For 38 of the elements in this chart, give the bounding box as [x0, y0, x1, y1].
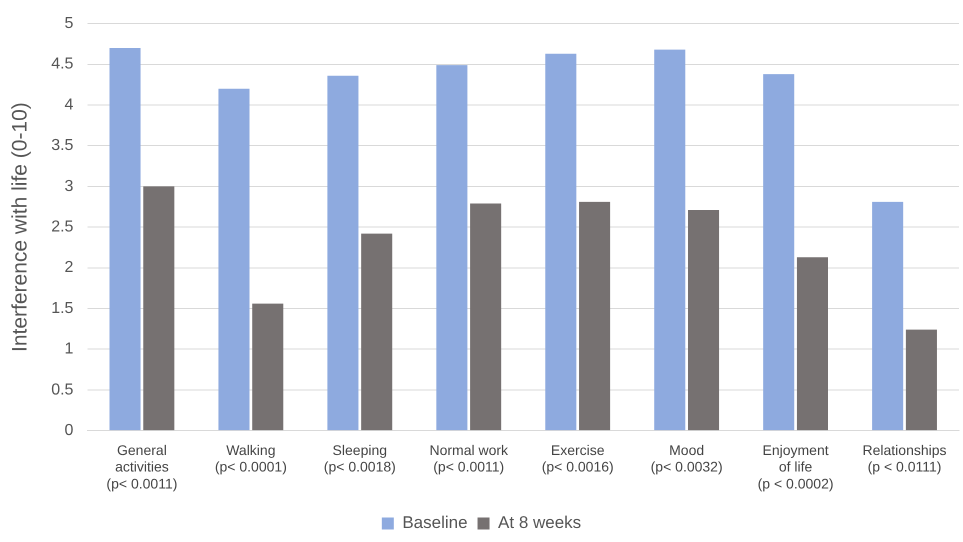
bar	[545, 54, 576, 430]
bar	[763, 74, 794, 430]
y-tick-label: 0	[64, 422, 74, 440]
x-tick-label: Walking (p< 0.0001)	[214, 442, 287, 475]
x-tick-label: Normal work (p< 0.0011)	[429, 442, 510, 475]
bar	[796, 257, 828, 430]
bar	[327, 76, 358, 430]
bar	[654, 50, 686, 430]
x-tick-label: Relationships (p < 0.0111)	[862, 442, 947, 475]
y-tick-label: 3	[64, 178, 74, 195]
bar	[579, 202, 610, 430]
bar	[143, 186, 174, 430]
bar	[252, 304, 284, 430]
y-tick-label: 4.5	[51, 56, 74, 73]
bar	[906, 330, 937, 430]
x-tick-label: General activities (p< 0.0011)	[106, 442, 178, 492]
bar	[361, 234, 392, 430]
legend-label: Baseline	[402, 513, 468, 532]
y-axis-title: Interference with life (0-10)	[8, 102, 32, 352]
bar	[688, 210, 720, 430]
y-tick-label: 4	[64, 96, 74, 114]
x-tick-label: Sleeping (p< 0.0018)	[324, 442, 396, 475]
bar	[218, 88, 250, 430]
y-tick-label: 5	[64, 15, 74, 32]
y-tick-label: 1.5	[51, 300, 74, 317]
y-tick-label: 0.5	[51, 381, 74, 398]
legend-label: At 8 weeks	[498, 513, 582, 532]
x-tick-label: Enjoyment of life (p < 0.0002)	[758, 442, 834, 492]
bar	[436, 65, 468, 430]
y-tick-label: 3.5	[51, 137, 74, 154]
bar	[470, 203, 502, 430]
y-tick-label: 2.5	[51, 218, 74, 236]
y-tick-label: 1	[64, 340, 74, 358]
bar	[109, 48, 141, 430]
x-tick-label: Exercise (p< 0.0016)	[542, 442, 614, 475]
x-tick-label: Mood (p< 0.0032)	[650, 442, 723, 475]
bar	[872, 202, 904, 430]
y-tick-label: 2	[64, 259, 74, 276]
